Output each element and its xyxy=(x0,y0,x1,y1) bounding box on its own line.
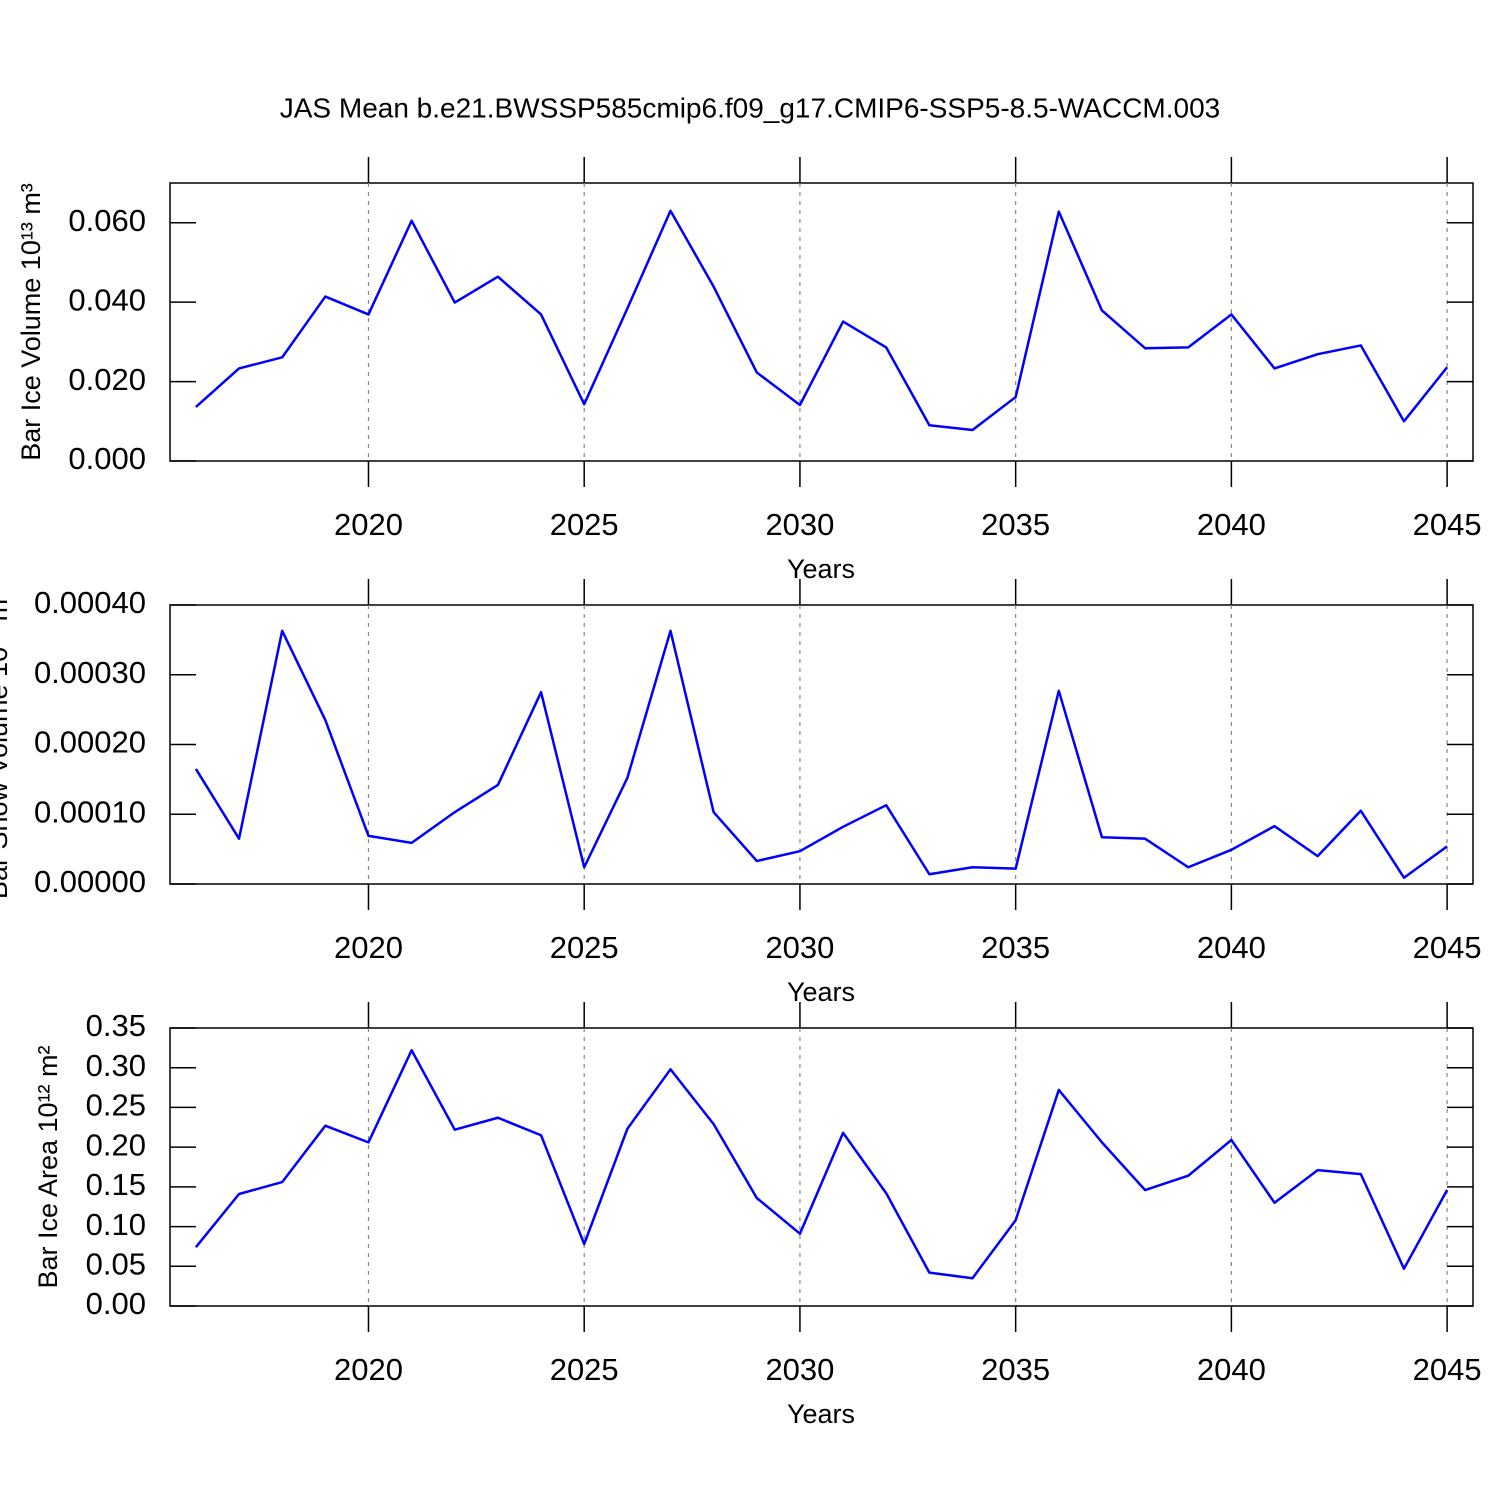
x-tick-label: 2040 xyxy=(1197,507,1266,542)
y-tick-label: 0.060 xyxy=(68,203,146,238)
x-tick-label: 2040 xyxy=(1197,930,1266,965)
x-tick-label: 2035 xyxy=(981,1352,1050,1387)
x-tick-label: 2020 xyxy=(334,930,403,965)
y-tick-label: 0.25 xyxy=(86,1088,146,1123)
y-tick-label: 0.00 xyxy=(86,1286,146,1321)
x-tick-label: 2030 xyxy=(765,1352,834,1387)
plot-frame xyxy=(169,604,1474,885)
x-tick-label: 2045 xyxy=(1413,930,1482,965)
x-tick-label: 2045 xyxy=(1413,507,1482,542)
x-tick-label: 2035 xyxy=(981,507,1050,542)
data-line xyxy=(194,629,1448,879)
y-tick-label: 0.040 xyxy=(68,282,146,317)
x-tick-label: 2020 xyxy=(334,1352,403,1387)
x-tick-label: 2020 xyxy=(334,507,403,542)
x-axis-label: Years xyxy=(787,554,855,584)
y-tick-label: 0.35 xyxy=(86,1008,146,1043)
plot-frame xyxy=(169,182,1474,462)
x-tick-label: 2025 xyxy=(550,930,619,965)
x-axis-label: Years xyxy=(787,977,855,1007)
y-tick-label: 0.10 xyxy=(86,1207,146,1242)
x-tick-label: 2030 xyxy=(765,930,834,965)
y-axis-label: Bar Ice Volume 10¹³ m³ xyxy=(16,183,46,461)
data-line xyxy=(195,209,1449,432)
data-line xyxy=(194,1048,1449,1280)
y-tick-label: 0.15 xyxy=(86,1167,146,1202)
y-tick-label: 0.05 xyxy=(86,1246,146,1281)
y-tick-label: 0.30 xyxy=(86,1048,146,1083)
x-tick-label: 2025 xyxy=(550,1352,619,1387)
x-axis-label: Years xyxy=(787,1399,855,1429)
y-tick-label: 0.20 xyxy=(86,1127,146,1162)
x-tick-label: 2025 xyxy=(550,507,619,542)
y-tick-label: 0.00020 xyxy=(34,725,146,760)
y-tick-label: 0.00030 xyxy=(34,655,146,690)
y-tick-label: 0.000 xyxy=(68,441,146,476)
y-tick-label: 0.00040 xyxy=(34,585,146,620)
y-tick-label: 0.020 xyxy=(68,362,146,397)
x-tick-label: 2035 xyxy=(981,930,1050,965)
y-axis-label: Bar Ice Area 10¹² m² xyxy=(33,1045,63,1288)
x-tick-label: 2030 xyxy=(765,507,834,542)
x-tick-label: 2040 xyxy=(1197,1352,1266,1387)
y-axis-label: Bar Snow Volume 10¹³ m³ xyxy=(0,590,13,899)
chart-title: JAS Mean b.e21.BWSSP585cmip6.f09_g17.CMI… xyxy=(280,92,1221,123)
plot-frame xyxy=(169,1027,1474,1307)
y-tick-label: 0.00010 xyxy=(34,794,146,829)
x-tick-label: 2045 xyxy=(1413,1352,1482,1387)
y-tick-label: 0.00000 xyxy=(34,864,146,899)
